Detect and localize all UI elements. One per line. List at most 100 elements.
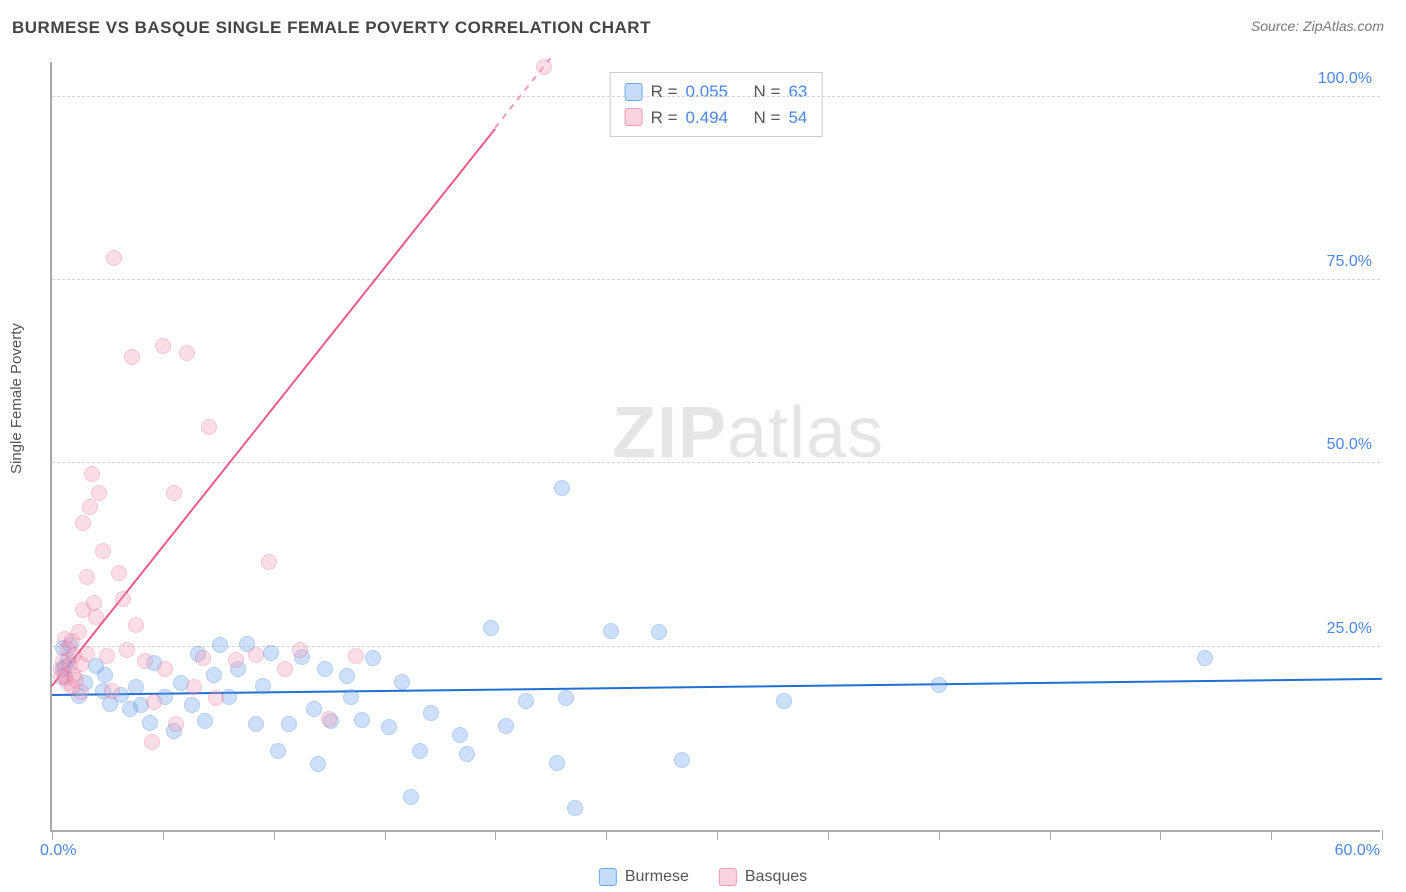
scatter-point	[71, 624, 87, 640]
source-attribution: Source: ZipAtlas.com	[1251, 18, 1384, 34]
x-tick	[717, 830, 718, 840]
scatter-point	[201, 419, 217, 435]
scatter-point	[776, 693, 792, 709]
scatter-point	[248, 647, 264, 663]
scatter-point	[128, 679, 144, 695]
scatter-point	[144, 734, 160, 750]
legend-swatch-burmese	[599, 868, 617, 886]
scatter-point	[208, 690, 224, 706]
scatter-point	[554, 480, 570, 496]
x-tick	[939, 830, 940, 840]
scatter-point	[228, 652, 244, 668]
scatter-point	[423, 705, 439, 721]
x-tick	[274, 830, 275, 840]
scatter-point	[292, 642, 308, 658]
scatter-point	[558, 690, 574, 706]
x-tick	[495, 830, 496, 840]
x-tick	[1271, 830, 1272, 840]
n-label: N =	[754, 79, 781, 105]
scatter-point	[79, 569, 95, 585]
scatter-point	[339, 668, 355, 684]
r-value-burmese: 0.055	[686, 79, 729, 105]
trend-line	[52, 678, 1382, 697]
scatter-point	[277, 661, 293, 677]
x-tick	[1050, 830, 1051, 840]
scatter-point	[306, 701, 322, 717]
scatter-point	[82, 499, 98, 515]
n-value-burmese: 63	[788, 79, 807, 105]
scatter-point	[73, 684, 89, 700]
x-tick	[52, 830, 53, 840]
scatter-point	[97, 667, 113, 683]
y-tick-label: 50.0%	[1327, 436, 1372, 454]
scatter-point	[95, 543, 111, 559]
scatter-point	[248, 716, 264, 732]
scatter-point	[365, 650, 381, 666]
scatter-point	[212, 637, 228, 653]
scatter-point	[354, 712, 370, 728]
y-tick-label: 25.0%	[1327, 620, 1372, 638]
r-label: R =	[651, 79, 678, 105]
r-label: R =	[651, 105, 678, 131]
scatter-point	[549, 755, 565, 771]
scatter-point	[91, 485, 107, 501]
scatter-point	[498, 718, 514, 734]
x-axis-max-label: 60.0%	[1335, 842, 1380, 860]
scatter-point	[197, 713, 213, 729]
scatter-point	[179, 345, 195, 361]
scatter-point	[75, 515, 91, 531]
n-label: N =	[754, 105, 781, 131]
scatter-point	[394, 674, 410, 690]
scatter-point	[186, 679, 202, 695]
legend-label-burmese: Burmese	[625, 868, 689, 886]
scatter-point	[403, 789, 419, 805]
scatter-point	[128, 617, 144, 633]
scatter-point	[99, 648, 115, 664]
n-value-basques: 54	[788, 105, 807, 131]
swatch-burmese	[625, 83, 643, 101]
scatter-point	[381, 719, 397, 735]
correlation-legend: R = 0.055 N = 63 R = 0.494 N = 54	[610, 72, 823, 137]
scatter-point	[111, 565, 127, 581]
y-axis-label: Single Female Poverty	[8, 323, 25, 474]
x-tick	[385, 830, 386, 840]
x-tick	[1160, 830, 1161, 840]
x-tick	[606, 830, 607, 840]
scatter-point	[157, 661, 173, 677]
scatter-point	[84, 466, 100, 482]
gridline	[52, 279, 1380, 280]
scatter-point	[124, 349, 140, 365]
scatter-point	[651, 624, 667, 640]
scatter-point	[255, 678, 271, 694]
scatter-point	[119, 642, 135, 658]
scatter-point	[137, 653, 153, 669]
scatter-point	[53, 669, 69, 685]
scatter-point	[1197, 650, 1213, 666]
x-axis-min-label: 0.0%	[40, 842, 76, 860]
scatter-point	[195, 650, 211, 666]
scatter-point	[104, 683, 120, 699]
scatter-point	[518, 693, 534, 709]
r-value-basques: 0.494	[686, 105, 729, 131]
scatter-point	[348, 648, 364, 664]
scatter-point	[184, 697, 200, 713]
scatter-point	[483, 620, 499, 636]
scatter-point	[567, 800, 583, 816]
scatter-point	[168, 716, 184, 732]
legend-label-basques: Basques	[745, 868, 807, 886]
plot-area: ZIPatlas R = 0.055 N = 63 R = 0.494 N = …	[50, 62, 1380, 832]
gridline	[52, 96, 1380, 97]
x-tick	[1382, 830, 1383, 840]
scatter-point	[317, 661, 333, 677]
scatter-point	[166, 485, 182, 501]
scatter-point	[603, 623, 619, 639]
legend-swatch-basques	[719, 868, 737, 886]
scatter-point	[270, 743, 286, 759]
chart-container: Single Female Poverty ZIPatlas R = 0.055…	[0, 54, 1406, 892]
scatter-point	[931, 677, 947, 693]
scatter-point	[115, 591, 131, 607]
scatter-point	[674, 752, 690, 768]
scatter-point	[459, 746, 475, 762]
scatter-point	[281, 716, 297, 732]
legend-row-burmese: R = 0.055 N = 63	[625, 79, 808, 105]
